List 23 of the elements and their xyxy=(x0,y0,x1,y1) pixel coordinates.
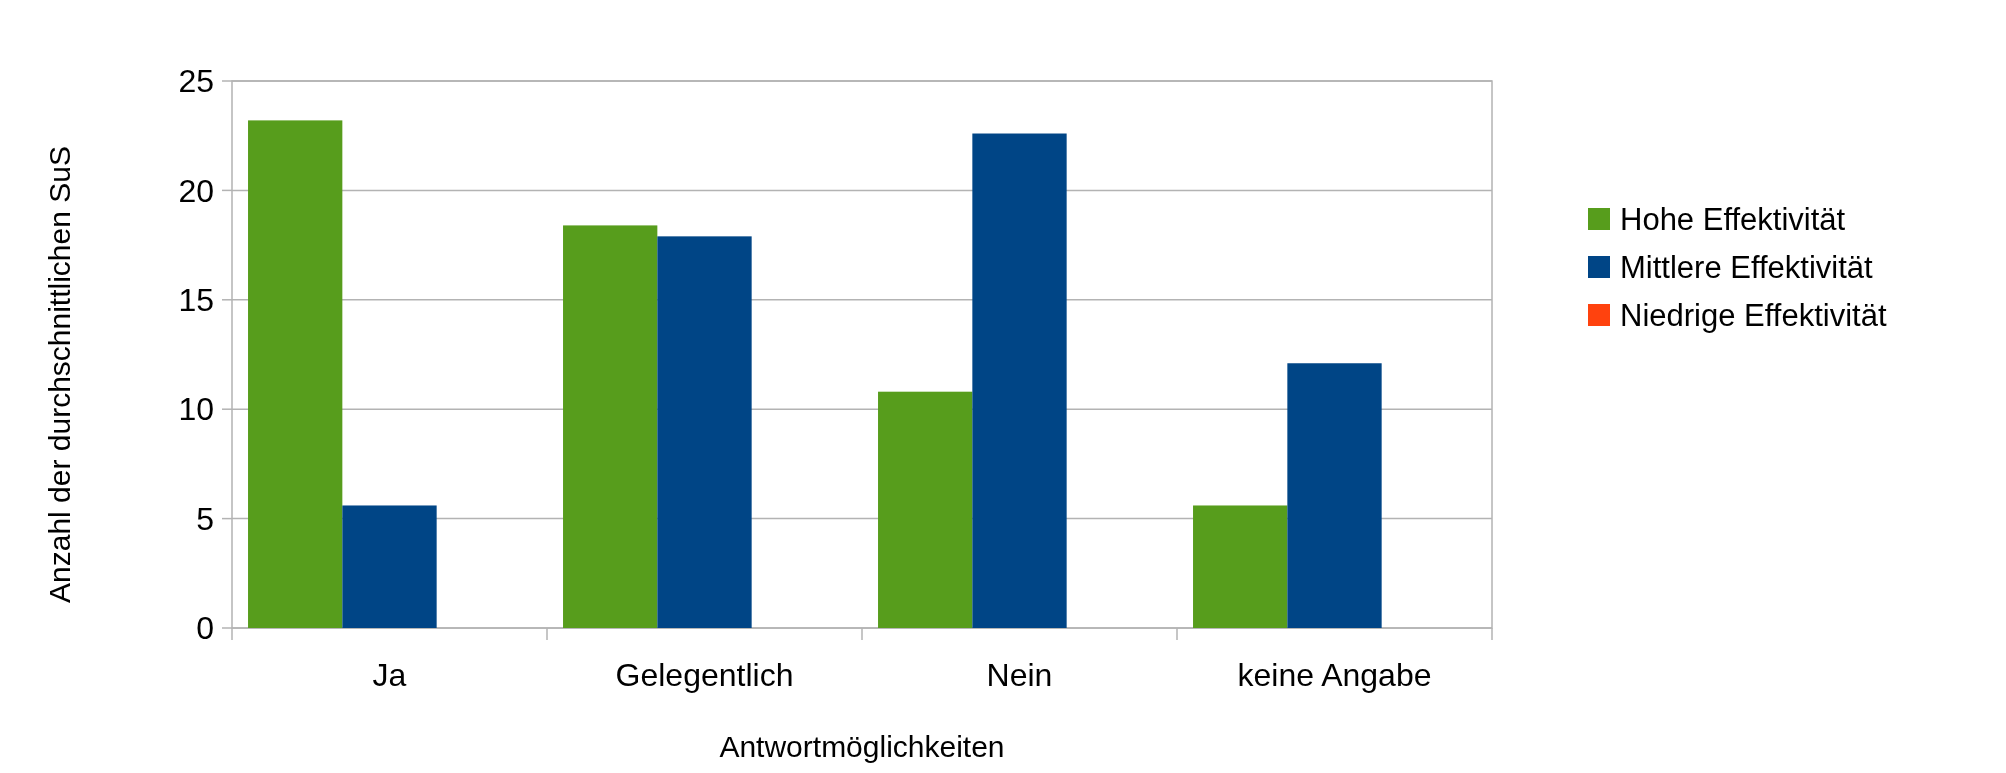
legend-label: Hohe Effektivität xyxy=(1620,201,1846,237)
bar xyxy=(563,225,658,628)
y-axis-title: Anzahl der durchschnittlichen SuS xyxy=(43,146,76,603)
y-tick-label: 5 xyxy=(196,500,214,537)
y-tick-label: 15 xyxy=(178,282,214,318)
bar xyxy=(657,236,752,628)
bar xyxy=(248,120,343,628)
bar xyxy=(1193,505,1288,628)
y-tick-label: 25 xyxy=(178,63,214,100)
x-tick-label: Gelegentlich xyxy=(615,657,794,693)
bar xyxy=(342,505,437,628)
bar xyxy=(878,391,973,628)
legend-label: Niedrige Effektivität xyxy=(1620,297,1887,333)
x-tick-label: Nein xyxy=(986,657,1053,693)
bar xyxy=(1287,363,1382,628)
legend-label: Mittlere Effektivität xyxy=(1620,249,1874,285)
x-tick-label: keine Angabe xyxy=(1237,657,1432,693)
bar xyxy=(972,133,1067,628)
y-tick-label: 0 xyxy=(196,610,214,647)
y-tick-label: 10 xyxy=(178,391,214,428)
y-tick-label: 20 xyxy=(178,172,214,209)
x-axis-title: Antwortmöglichkeiten xyxy=(719,730,1005,763)
x-tick-label: Ja xyxy=(372,657,407,693)
